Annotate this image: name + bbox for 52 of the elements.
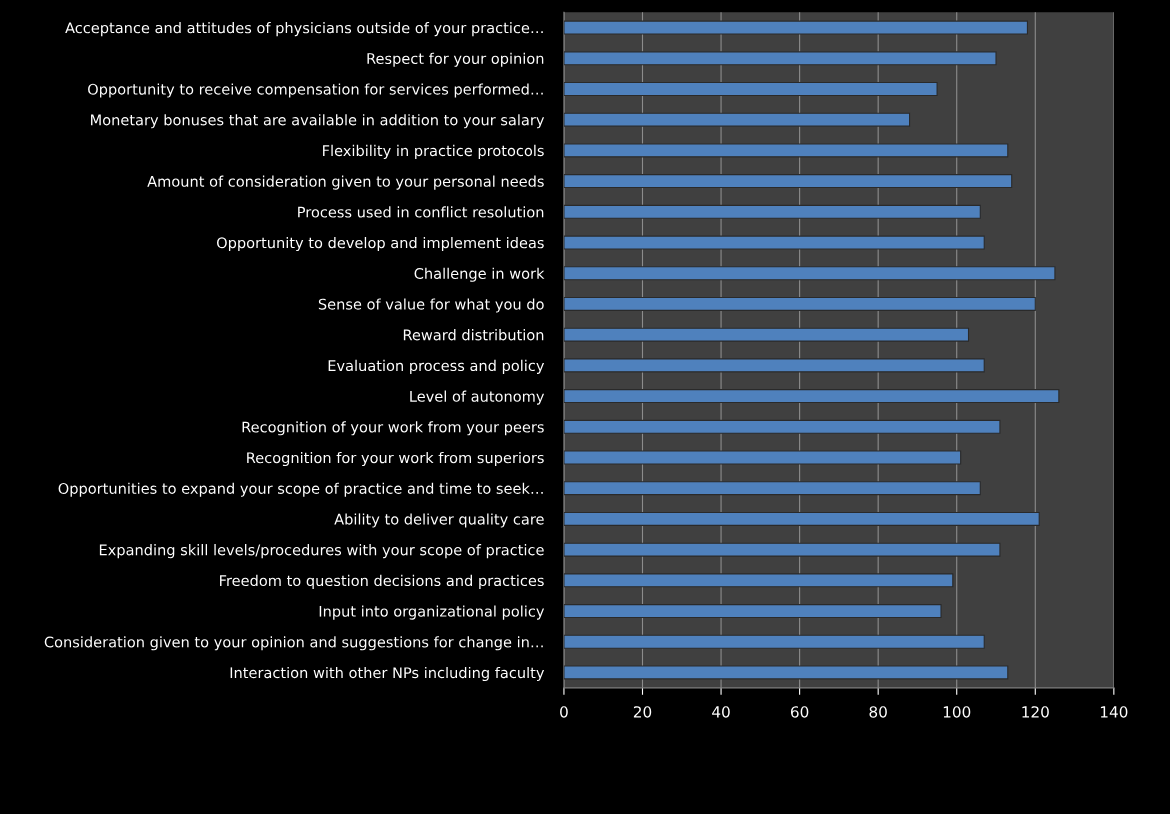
bar [563, 511, 1040, 526]
y-tick-label: Opportunities to expand your scope of practice and time to seek… [58, 482, 543, 497]
x-tick-label: 40 [712, 706, 730, 718]
x-tick-label: 80 [869, 706, 887, 718]
bar [563, 327, 970, 342]
y-tick-label: Evaluation process and policy [328, 359, 545, 374]
bar [563, 665, 1009, 680]
bar [563, 450, 962, 465]
bar [563, 51, 997, 66]
y-tick-label: Opportunity to develop and implement ideas [216, 236, 544, 252]
y-tick-label: Consideration given to your opinion and suggestions for change in… [44, 636, 543, 651]
y-tick-label: Respect for your opinion [367, 52, 544, 67]
y-tick-label: Challenge in work [414, 267, 545, 282]
x-tick-label: 140 [1100, 706, 1128, 718]
x-tick-label: 20 [633, 706, 652, 718]
bar [563, 204, 981, 219]
bar [563, 419, 1001, 434]
bar [563, 389, 1060, 404]
y-tick-label: Flexibility in practice protocols [323, 144, 544, 159]
bar [563, 235, 985, 250]
y-tick-label: Ability to deliver quality care [334, 513, 544, 528]
y-tick-label: Input into organizational policy [319, 605, 545, 620]
y-tick-label: Expanding skill levels/procedures with your scope of practice [99, 544, 544, 559]
y-tick-label: Amount of consideration given to your personal needs [147, 175, 544, 190]
bar [563, 296, 1036, 311]
x-tick-label: 0 [560, 706, 568, 718]
y-tick-label: Reward distribution [403, 329, 544, 341]
x-tick-label: 100 [943, 706, 971, 718]
bar [563, 604, 942, 619]
y-tick-label: Monetary bonuses that are available in addition to your salary [91, 114, 545, 129]
x-tick-label: 120 [1022, 706, 1049, 718]
bar [563, 573, 954, 588]
y-tick-label: Recognition of your work from your peers [242, 421, 544, 436]
y-tick-label: Recognition for your work from superiors [247, 451, 544, 467]
y-tick-label: Opportunity to receive compensation for services performed… [88, 83, 543, 98]
bar [563, 174, 1013, 189]
bar [563, 266, 1056, 281]
bar [563, 358, 985, 373]
y-tick-label: Freedom to question decisions and practices [220, 574, 544, 589]
y-tick-label: Interaction with other NPs including faculty [230, 666, 545, 682]
y-tick-label: Level of autonomy [410, 390, 545, 405]
bar [563, 112, 911, 127]
bar [563, 542, 1001, 557]
bar [563, 143, 1009, 158]
bar [563, 81, 938, 96]
bar [563, 634, 985, 649]
y-tick-label: Acceptance and attitudes of physicians outside of your practice… [65, 22, 543, 37]
x-tick-label: 60 [790, 706, 809, 718]
y-tick-label: Sense of value for what you do [318, 298, 544, 313]
bar [563, 481, 981, 496]
y-tick-label: Process used in conflict resolution [298, 206, 544, 218]
bar [563, 20, 1028, 35]
